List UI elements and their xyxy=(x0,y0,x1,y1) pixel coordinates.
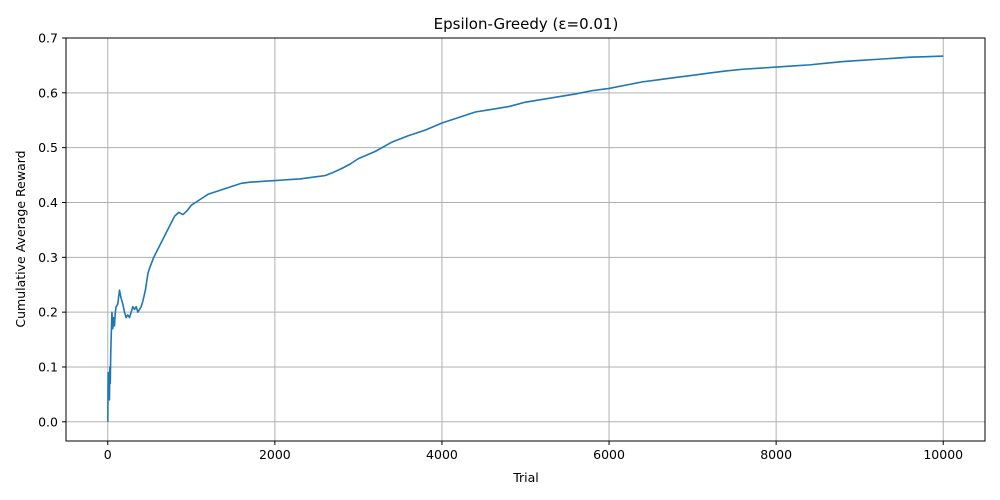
tick-marks xyxy=(62,37,944,445)
y-tick-label: 0.1 xyxy=(38,359,58,374)
series-line-0 xyxy=(106,55,944,422)
y-tick-label: 0.4 xyxy=(38,195,58,210)
x-tick-label: 6000 xyxy=(593,447,625,462)
y-tick-label: 0.2 xyxy=(38,305,58,320)
x-axis-label: Trial xyxy=(512,470,539,485)
x-tick-label: 10000 xyxy=(923,447,963,462)
x-tick-label: 2000 xyxy=(259,447,291,462)
y-tick-label: 0.7 xyxy=(38,31,58,46)
series-lines xyxy=(106,55,944,422)
chart-title: Epsilon-Greedy (ε=0.01) xyxy=(434,15,619,33)
y-axis-label: Cumulative Average Reward xyxy=(13,150,28,327)
plot-area-frame xyxy=(65,37,986,442)
x-tick-label: 4000 xyxy=(426,447,458,462)
y-tick-label: 0.6 xyxy=(38,85,58,100)
y-tick-label: 0.5 xyxy=(38,140,58,155)
y-tick-label: 0.0 xyxy=(38,414,58,429)
x-tick-label: 0 xyxy=(104,447,112,462)
x-tick-label: 8000 xyxy=(760,447,792,462)
y-tick-label: 0.3 xyxy=(38,250,58,265)
tick-labels: 0 2000 4000 6000 8000 10000 0.0 0.1 0.2 0.3 0.4 0.5… xyxy=(38,31,963,463)
